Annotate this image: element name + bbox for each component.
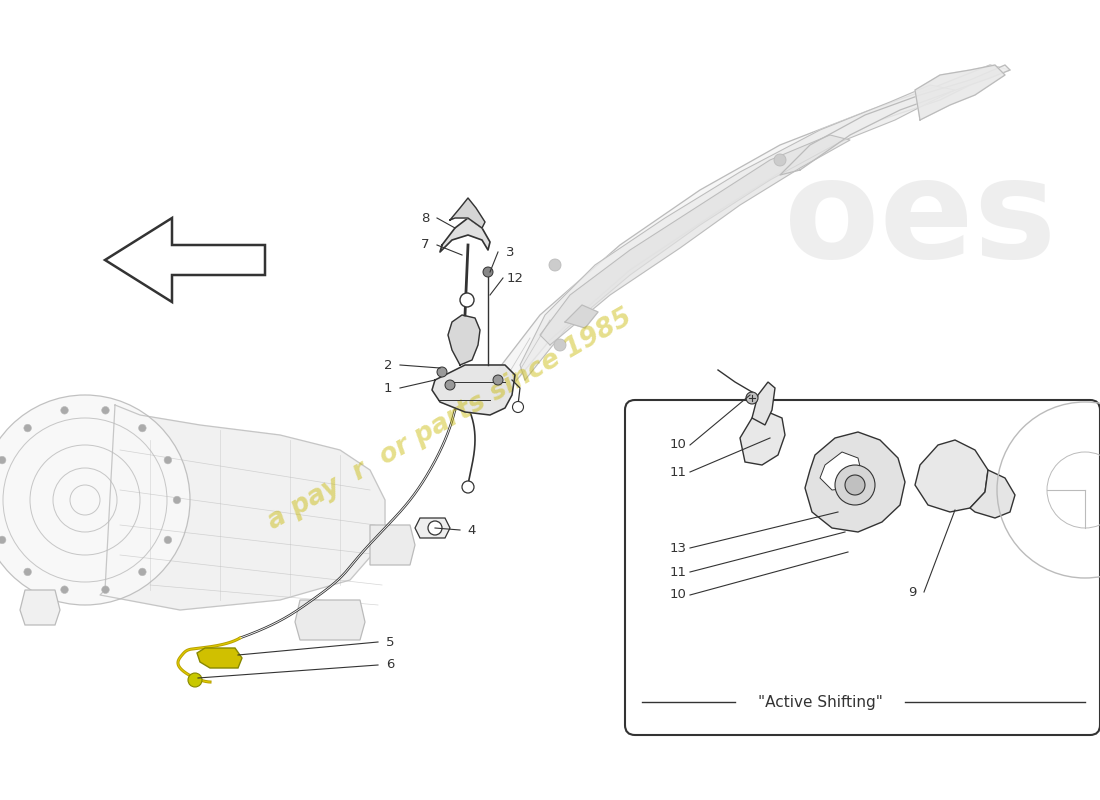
Polygon shape [915,440,988,512]
Circle shape [554,339,566,351]
Polygon shape [295,600,365,640]
Text: 12: 12 [506,271,524,285]
Circle shape [101,586,109,594]
Text: 11: 11 [670,466,686,478]
Circle shape [0,536,6,544]
Circle shape [0,456,6,464]
Text: 1: 1 [384,382,393,394]
Circle shape [835,465,874,505]
Polygon shape [100,405,385,610]
Text: 5: 5 [386,635,394,649]
Polygon shape [432,365,515,415]
Circle shape [60,586,68,594]
Circle shape [513,402,524,413]
Polygon shape [540,135,850,345]
Polygon shape [415,518,450,538]
Text: 4: 4 [468,523,476,537]
Polygon shape [820,452,862,490]
Circle shape [24,424,32,432]
Polygon shape [970,470,1015,518]
Text: 8: 8 [421,211,429,225]
Circle shape [164,536,172,544]
Circle shape [845,475,865,495]
Text: a pay  r  or parts since 1985: a pay r or parts since 1985 [263,305,637,535]
Polygon shape [752,382,776,425]
Circle shape [746,392,758,404]
Polygon shape [450,198,485,228]
Circle shape [428,521,442,535]
Polygon shape [805,432,905,532]
FancyBboxPatch shape [625,400,1100,735]
Circle shape [446,380,455,390]
Text: 2: 2 [384,358,393,371]
Text: 10: 10 [670,438,686,451]
Circle shape [493,375,503,385]
Polygon shape [448,315,480,365]
Circle shape [101,406,109,414]
Text: 13: 13 [670,542,686,554]
Polygon shape [915,65,1005,120]
Polygon shape [370,525,415,565]
Circle shape [188,673,202,687]
Circle shape [549,259,561,271]
Polygon shape [490,65,1010,400]
Text: "Active Shifting": "Active Shifting" [758,694,882,710]
Text: 10: 10 [670,589,686,602]
Polygon shape [740,412,785,465]
Circle shape [437,367,447,377]
Polygon shape [520,85,955,380]
Circle shape [164,456,172,464]
Circle shape [460,293,474,307]
Circle shape [60,406,68,414]
Circle shape [462,481,474,493]
Polygon shape [780,65,1010,175]
Circle shape [139,568,146,576]
Circle shape [774,154,786,166]
Circle shape [0,395,190,605]
Polygon shape [197,648,242,668]
Text: 3: 3 [506,246,515,258]
Polygon shape [104,218,265,302]
Text: 7: 7 [420,238,429,251]
Text: 6: 6 [386,658,394,671]
Text: 9: 9 [908,586,916,598]
Circle shape [483,267,493,277]
Text: 11: 11 [670,566,686,578]
Polygon shape [440,218,490,252]
Polygon shape [20,590,60,625]
Polygon shape [565,305,598,328]
Circle shape [24,568,32,576]
Circle shape [173,496,180,504]
Text: oes: oes [784,153,1056,287]
Circle shape [139,424,146,432]
